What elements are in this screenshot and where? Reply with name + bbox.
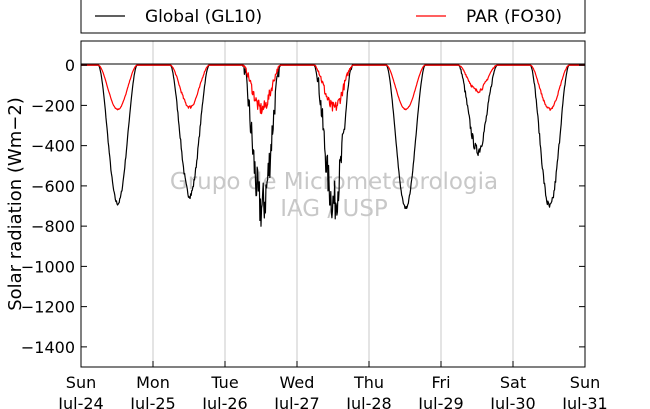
- y-tick-label-3: −600: [31, 177, 75, 196]
- y-tick-label-4: −800: [31, 217, 75, 236]
- y-axis: 0 −200 −400 −600 −800 −1000 −1200 −1400: [21, 56, 585, 357]
- x-tick-label-date-0: Jul-24: [57, 394, 103, 409]
- x-tick-label-day-4: Thu: [353, 373, 384, 392]
- legend-box: [80, 0, 586, 34]
- x-tick-label-day-5: Fri: [431, 373, 450, 392]
- plot-frame: [80, 40, 586, 368]
- x-tick-label-date-4: Jul-28: [345, 394, 391, 409]
- x-tick-label-day-1: Mon: [136, 373, 170, 392]
- y-tick-label-0: 0: [65, 56, 75, 75]
- x-tick-label-day-7: Sun: [570, 373, 600, 392]
- y-tick-label-5: −1000: [21, 257, 75, 276]
- x-tick-label-date-2: Jul-26: [201, 394, 247, 409]
- y-axis-label: Solar radiation (Wm−2): [5, 97, 26, 311]
- series-par: [80, 64, 586, 115]
- x-tick-label-day-0: Sun: [66, 373, 96, 392]
- x-tick-label-day-6: Sat: [500, 373, 526, 392]
- x-tick-label-date-1: Jul-25: [129, 394, 175, 409]
- line-par: [80, 64, 586, 115]
- y-tick-label-2: −400: [31, 137, 75, 156]
- x-tick-label-date-6: Jul-30: [489, 394, 535, 409]
- y-tick-label-6: −1200: [21, 298, 75, 317]
- y-tick-label-1: −200: [31, 96, 75, 115]
- y-tick-label-7: −1400: [21, 338, 75, 357]
- legend-label-par: PAR (FO30): [466, 7, 562, 27]
- grid: [152, 41, 514, 367]
- line-global: [80, 64, 586, 227]
- x-tick-label-day-2: Tue: [210, 373, 238, 392]
- x-tick-label-day-3: Wed: [280, 373, 315, 392]
- x-tick-label-date-5: Jul-29: [417, 394, 463, 409]
- x-tick-label-date-3: Jul-27: [273, 394, 319, 409]
- x-tick-label-date-7: Jul-31: [561, 394, 607, 409]
- x-axis: Sun Jul-24 Mon Jul-25 Tue Jul-26 Wed Jul-27 Thu J…: [57, 361, 608, 409]
- legend-label-global: Global (GL10): [145, 7, 262, 27]
- series-global: [80, 64, 586, 227]
- legend: Global (GL10) PAR (FO30): [80, 0, 586, 34]
